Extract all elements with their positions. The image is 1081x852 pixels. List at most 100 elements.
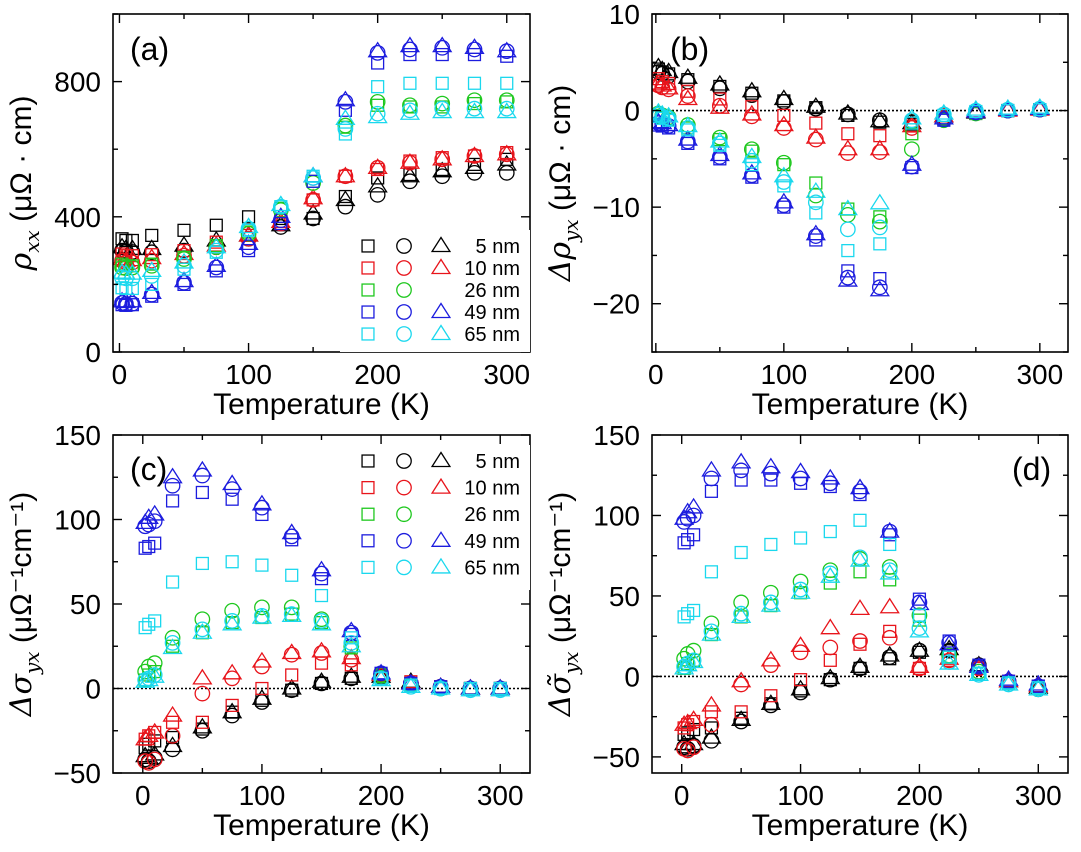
point-49nm-square-175 bbox=[873, 272, 887, 286]
point-65nm-triangle-175 bbox=[335, 109, 356, 125]
point-5nm-triangle-75 bbox=[741, 81, 762, 98]
panel-label: (b) bbox=[670, 31, 709, 67]
point-10nm-circle-75 bbox=[743, 108, 760, 125]
point-10nm-circle-25 bbox=[703, 716, 720, 733]
x-tick-label: 0 bbox=[112, 359, 128, 390]
x-tick-label: 0 bbox=[674, 780, 690, 811]
point-10nm-square-25 bbox=[704, 705, 719, 719]
point-10nm-triangle-2 bbox=[652, 73, 669, 90]
y-tick-label: 150 bbox=[593, 420, 640, 451]
point-65nm-circle-300 bbox=[492, 682, 509, 699]
point-49nm-triangle-2 bbox=[113, 291, 133, 308]
point-65nm-triangle-50 bbox=[192, 623, 213, 639]
point-10nm-triangle-10 bbox=[683, 710, 704, 727]
point-65nm-triangle-75 bbox=[741, 147, 762, 164]
point-65nm-square-125 bbox=[285, 568, 299, 582]
point-10nm-square-75 bbox=[745, 100, 759, 114]
point-49nm-triangle-50 bbox=[173, 271, 195, 288]
point-26nm-circle-225 bbox=[402, 97, 418, 114]
point-65nm-square-50 bbox=[734, 545, 748, 560]
point-65nm-circle-150 bbox=[852, 549, 868, 566]
point-65nm-triangle-225 bbox=[399, 103, 421, 120]
point-65nm-circle-225 bbox=[935, 106, 952, 123]
point-65nm-circle-225 bbox=[402, 102, 418, 119]
point-65nm-circle-100 bbox=[792, 581, 809, 598]
point-65nm-square-25 bbox=[681, 123, 695, 137]
point-49nm-triangle-175 bbox=[335, 90, 356, 107]
y-tick-label: 0 bbox=[624, 96, 640, 127]
legend-marker-49nm-circle bbox=[396, 304, 412, 320]
point-26nm-square-200 bbox=[912, 613, 927, 627]
point-26nm-circle-175 bbox=[337, 117, 354, 134]
point-65nm-triangle-250 bbox=[965, 99, 986, 116]
point-65nm-triangle-250 bbox=[968, 665, 989, 681]
legend-marker-5nm-circle bbox=[396, 453, 412, 469]
y-tick-label: 50 bbox=[70, 589, 101, 620]
y-tick-label: 0 bbox=[624, 661, 640, 692]
point-10nm-triangle-25 bbox=[701, 695, 722, 712]
point-10nm-square-100 bbox=[793, 673, 808, 687]
legend-label: 65 nm bbox=[464, 324, 520, 346]
panel-label: (d) bbox=[1012, 451, 1051, 487]
point-65nm-circle-125 bbox=[822, 565, 839, 582]
point-49nm-square-10 bbox=[687, 528, 701, 542]
point-26nm-circle-175 bbox=[871, 213, 888, 230]
point-10nm-circle-175 bbox=[343, 651, 360, 668]
point-5nm-circle-150 bbox=[852, 660, 868, 677]
point-10nm-triangle-250 bbox=[432, 149, 453, 166]
legend-label: 49 nm bbox=[464, 302, 520, 324]
point-26nm-square-150 bbox=[853, 565, 867, 579]
point-49nm-triangle-150 bbox=[837, 270, 858, 287]
point-5nm-triangle-25 bbox=[701, 727, 722, 744]
point-10nm-square-125 bbox=[809, 116, 823, 130]
y-tick-label: 50 bbox=[609, 581, 640, 612]
point-5nm-circle-175 bbox=[881, 649, 898, 665]
point-10nm-triangle-200 bbox=[901, 116, 922, 133]
point-65nm-square-175 bbox=[338, 127, 352, 141]
point-10nm-triangle-125 bbox=[281, 643, 302, 660]
point-65nm-triangle-25 bbox=[701, 624, 722, 641]
point-26nm-circle-50 bbox=[194, 611, 211, 628]
point-5nm-triangle-100 bbox=[773, 89, 794, 106]
point-10nm-circle-10 bbox=[146, 751, 163, 768]
legend-label: 10 nm bbox=[464, 478, 520, 500]
legend-label: 65 nm bbox=[464, 557, 520, 579]
legend-marker-49nm-circle bbox=[396, 532, 412, 549]
point-65nm-triangle-250 bbox=[430, 678, 451, 695]
point-65nm-triangle-300 bbox=[1029, 97, 1050, 114]
point-10nm-circle-225 bbox=[402, 154, 418, 171]
point-65nm-square-50 bbox=[195, 556, 209, 571]
point-10nm-circle-100 bbox=[775, 120, 792, 136]
point-65nm-square-10 bbox=[148, 614, 162, 628]
point-65nm-square-75 bbox=[225, 555, 239, 569]
point-65nm-triangle-225 bbox=[939, 653, 960, 670]
point-26nm-circle-250 bbox=[434, 95, 451, 112]
point-65nm-triangle-125 bbox=[281, 606, 302, 623]
point-65nm-square-100 bbox=[793, 531, 808, 545]
point-10nm-square-125 bbox=[285, 668, 299, 682]
x-tick-label: 200 bbox=[354, 359, 401, 390]
legend-label: 26 nm bbox=[464, 280, 520, 302]
point-49nm-triangle-100 bbox=[251, 494, 273, 511]
x-tick-label: 200 bbox=[358, 780, 405, 811]
point-49nm-triangle-100 bbox=[773, 192, 794, 209]
point-49nm-circle-150 bbox=[852, 483, 868, 500]
point-49nm-triangle-225 bbox=[939, 634, 960, 651]
point-10nm-triangle-75 bbox=[222, 663, 243, 680]
point-10nm-triangle-25 bbox=[162, 705, 183, 722]
point-65nm-triangle-225 bbox=[400, 677, 421, 693]
x-axis-label: Temperature (K) bbox=[213, 809, 430, 842]
point-49nm-square-100 bbox=[793, 476, 808, 490]
point-65nm-circle-200 bbox=[911, 620, 928, 637]
legend-label: 5 nm bbox=[476, 236, 520, 258]
point-65nm-square-150 bbox=[853, 513, 867, 527]
point-65nm-circle-275 bbox=[462, 682, 479, 699]
point-49nm-triangle-125 bbox=[805, 224, 826, 241]
legend-marker-26nm-circle bbox=[396, 506, 412, 523]
point-49nm-circle-175 bbox=[871, 279, 888, 296]
point-26nm-circle-175 bbox=[343, 638, 360, 655]
point-65nm-circle-175 bbox=[337, 121, 354, 137]
y-axis-label: ρxx (μΩ · cm) bbox=[4, 96, 44, 272]
point-49nm-triangle-25 bbox=[162, 467, 183, 484]
